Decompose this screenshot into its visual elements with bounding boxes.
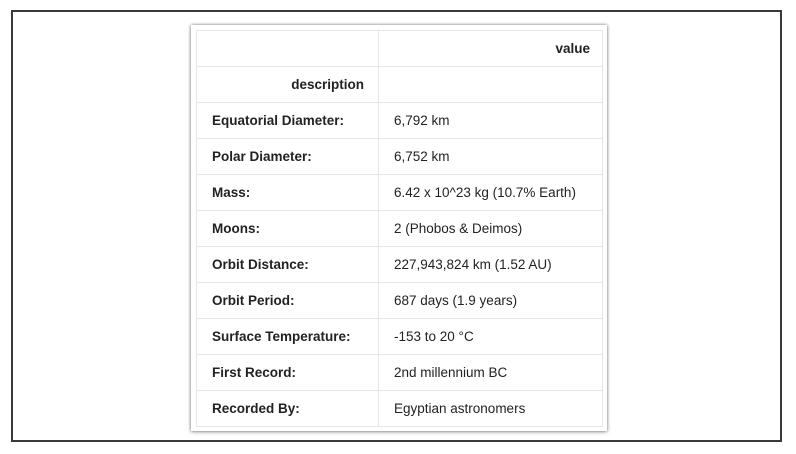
row-value: 227,943,824 km (1.52 AU) bbox=[378, 246, 603, 283]
table-row: Mass: 6.42 x 10^23 kg (10.7% Earth) bbox=[196, 174, 603, 211]
column-header-row: value bbox=[196, 30, 603, 67]
row-value: 6,792 km bbox=[378, 102, 603, 139]
row-value: 2 (Phobos & Deimos) bbox=[378, 210, 603, 247]
row-label: Polar Diameter: bbox=[196, 138, 379, 175]
row-label: Equatorial Diameter: bbox=[196, 102, 379, 139]
table-row: Orbit Period: 687 days (1.9 years) bbox=[196, 282, 603, 319]
row-value: 687 days (1.9 years) bbox=[378, 282, 603, 319]
row-label: Mass: bbox=[196, 174, 379, 211]
row-value: 2nd millennium BC bbox=[378, 354, 603, 391]
row-label: Surface Temperature: bbox=[196, 318, 379, 355]
row-label: Recorded By: bbox=[196, 390, 379, 427]
screenshot-frame: value description Equatorial Diameter: 6… bbox=[11, 10, 782, 442]
mars-facts-table-card: value description Equatorial Diameter: 6… bbox=[191, 25, 607, 431]
table-row: Orbit Distance: 227,943,824 km (1.52 AU) bbox=[196, 246, 603, 283]
row-label: First Record: bbox=[196, 354, 379, 391]
row-value: Egyptian astronomers bbox=[378, 390, 603, 427]
row-label: Moons: bbox=[196, 210, 379, 247]
table-row: Moons: 2 (Phobos & Deimos) bbox=[196, 210, 603, 247]
row-label: Orbit Period: bbox=[196, 282, 379, 319]
row-value: 6.42 x 10^23 kg (10.7% Earth) bbox=[378, 174, 603, 211]
table-row: Surface Temperature: -153 to 20 °C bbox=[196, 318, 603, 355]
corner-cell bbox=[196, 30, 379, 67]
index-name-empty-cell bbox=[378, 66, 603, 103]
mars-facts-table: value description Equatorial Diameter: 6… bbox=[196, 30, 603, 427]
row-value: -153 to 20 °C bbox=[378, 318, 603, 355]
index-name-row: description bbox=[196, 66, 603, 103]
table-row: Equatorial Diameter: 6,792 km bbox=[196, 102, 603, 139]
table-row: Polar Diameter: 6,752 km bbox=[196, 138, 603, 175]
index-name-header: description bbox=[196, 66, 379, 103]
table-row: Recorded By: Egyptian astronomers bbox=[196, 390, 603, 427]
row-label: Orbit Distance: bbox=[196, 246, 379, 283]
row-value: 6,752 km bbox=[378, 138, 603, 175]
value-column-header: value bbox=[378, 30, 603, 67]
table-row: First Record: 2nd millennium BC bbox=[196, 354, 603, 391]
